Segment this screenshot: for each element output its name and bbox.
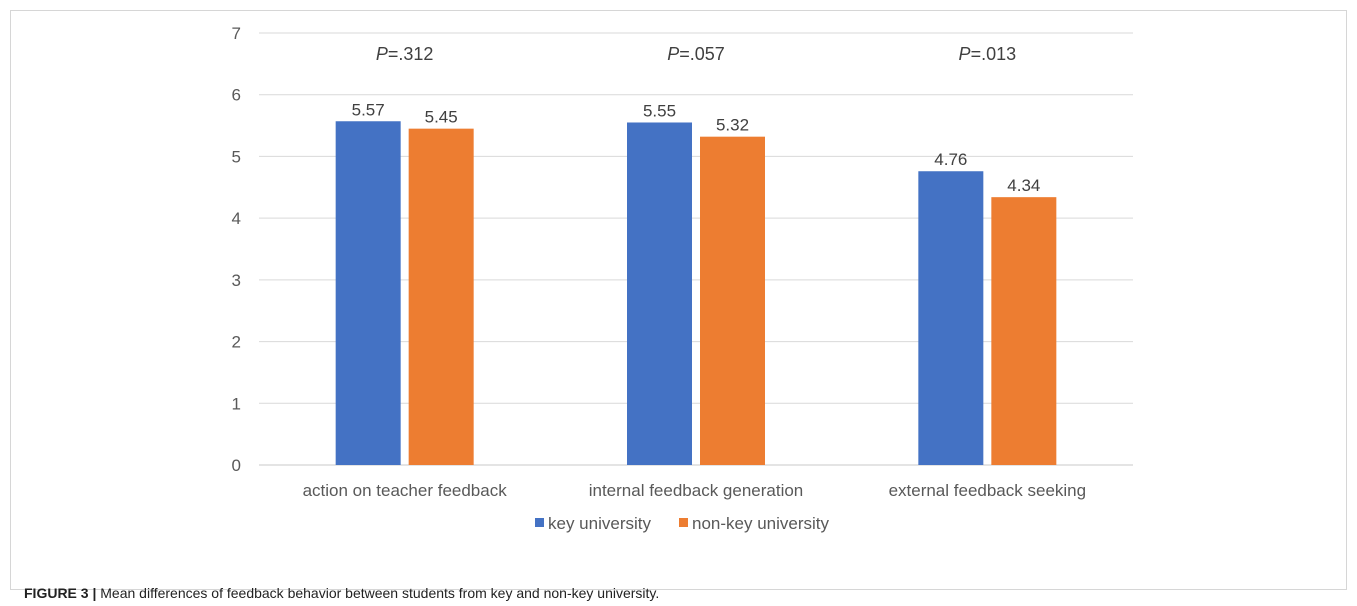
bar-non-key-university [700,136,765,465]
bar-key-university [918,171,984,466]
data-label: 5.32 [716,116,749,135]
bar-key-university [627,122,692,465]
figure-caption-text: Mean differences of feedback behavior be… [96,585,660,601]
data-label: 5.55 [643,101,676,120]
p-value-annotation: P=.013 [959,44,1017,64]
figure-label: FIGURE 3 | [24,585,97,601]
figure-caption: FIGURE 3 | Mean differences of feedback … [10,580,1347,606]
data-label: 4.76 [934,150,967,169]
legend-swatch-key-university [535,518,544,527]
bar-chart: 0 1 2 3 4 5 6 7 5.57 5.45 action on teacher feedba… [232,24,1133,533]
figure-frame: 0 1 2 3 4 5 6 7 5.57 5.45 action on teacher feedba… [10,10,1347,590]
legend-swatch-non-key-university [679,518,688,527]
p-value-annotation: P=.057 [667,44,725,64]
y-tick-label: 3 [232,271,241,290]
y-tick-label: 1 [232,394,241,413]
y-tick-label: 5 [232,147,241,166]
data-label: 5.57 [352,100,385,119]
legend-label: key university [548,514,651,533]
bar-non-key-university [408,128,474,465]
data-label: 4.34 [1007,176,1040,195]
bar-key-university [335,121,401,465]
y-tick-label: 6 [232,86,241,105]
data-label: 5.45 [425,108,458,127]
legend-label: non-key university [692,514,830,533]
x-category-label: action on teacher feedback [303,481,508,500]
p-value-annotation: P=.312 [376,44,434,64]
y-tick-label: 0 [232,456,241,475]
bar-non-key-university [991,197,1057,465]
y-tick-label: 2 [232,333,241,352]
y-tick-label: 4 [232,209,241,228]
y-tick-label: 7 [232,24,241,43]
x-category-label: external feedback seeking [889,481,1087,500]
x-category-label: internal feedback generation [589,481,804,500]
